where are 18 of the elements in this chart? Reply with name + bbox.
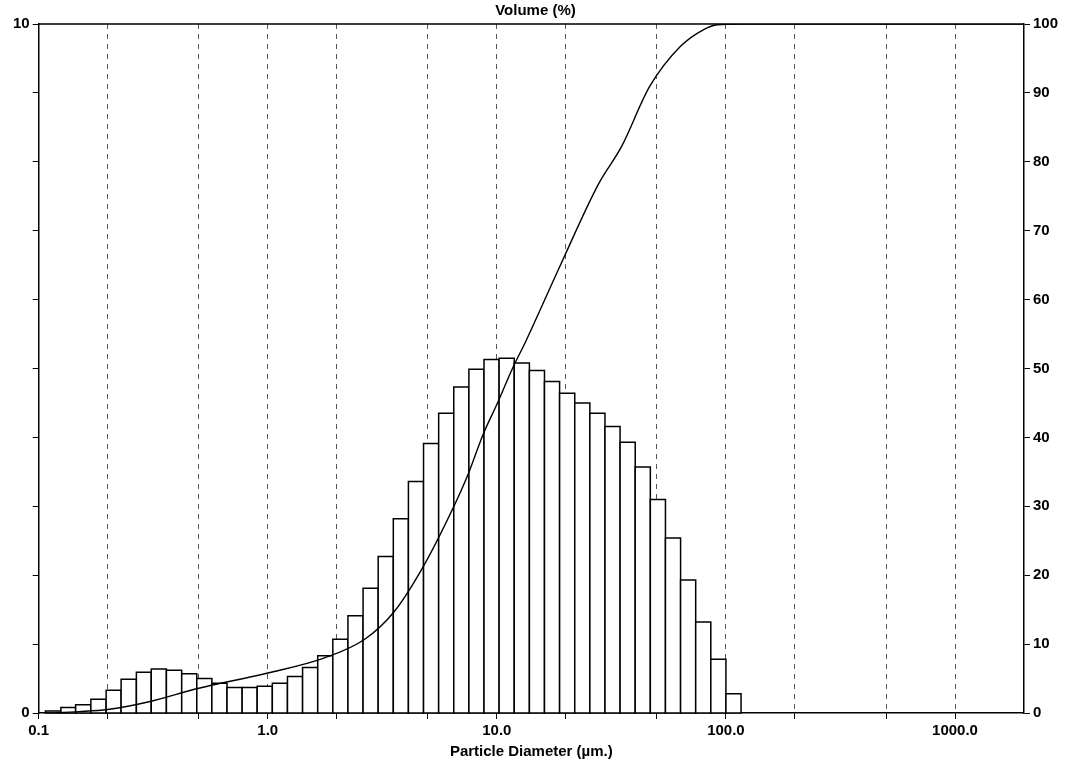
y2-tick-label: 50 xyxy=(1032,358,1050,376)
y2-tick-label: 10 xyxy=(1032,634,1050,652)
y2-tick-label: 80 xyxy=(1032,151,1050,169)
y2-tick-label: 40 xyxy=(1032,427,1050,445)
x-tick-label: 1000.0 xyxy=(932,721,978,739)
y2-tick-label: 90 xyxy=(1032,83,1050,101)
x-tick-label: 100.0 xyxy=(707,721,745,739)
y2-tick-label: 20 xyxy=(1032,565,1050,583)
y2-tick-label: 0 xyxy=(1032,703,1042,721)
y2-tick-label: 30 xyxy=(1032,496,1050,514)
y2-tick-label: 60 xyxy=(1032,289,1050,307)
x-axis-title: Particle Diameter (µm.) xyxy=(449,742,613,760)
x-tick-label: 1.0 xyxy=(257,721,279,739)
x-tick-label: 0.1 xyxy=(28,721,50,739)
x-tick-label: 10.0 xyxy=(482,721,512,739)
y2-tick-label: 100 xyxy=(1032,14,1058,32)
chart-title: Volume (%) xyxy=(495,1,576,19)
y2-tick-label: 70 xyxy=(1032,220,1050,238)
